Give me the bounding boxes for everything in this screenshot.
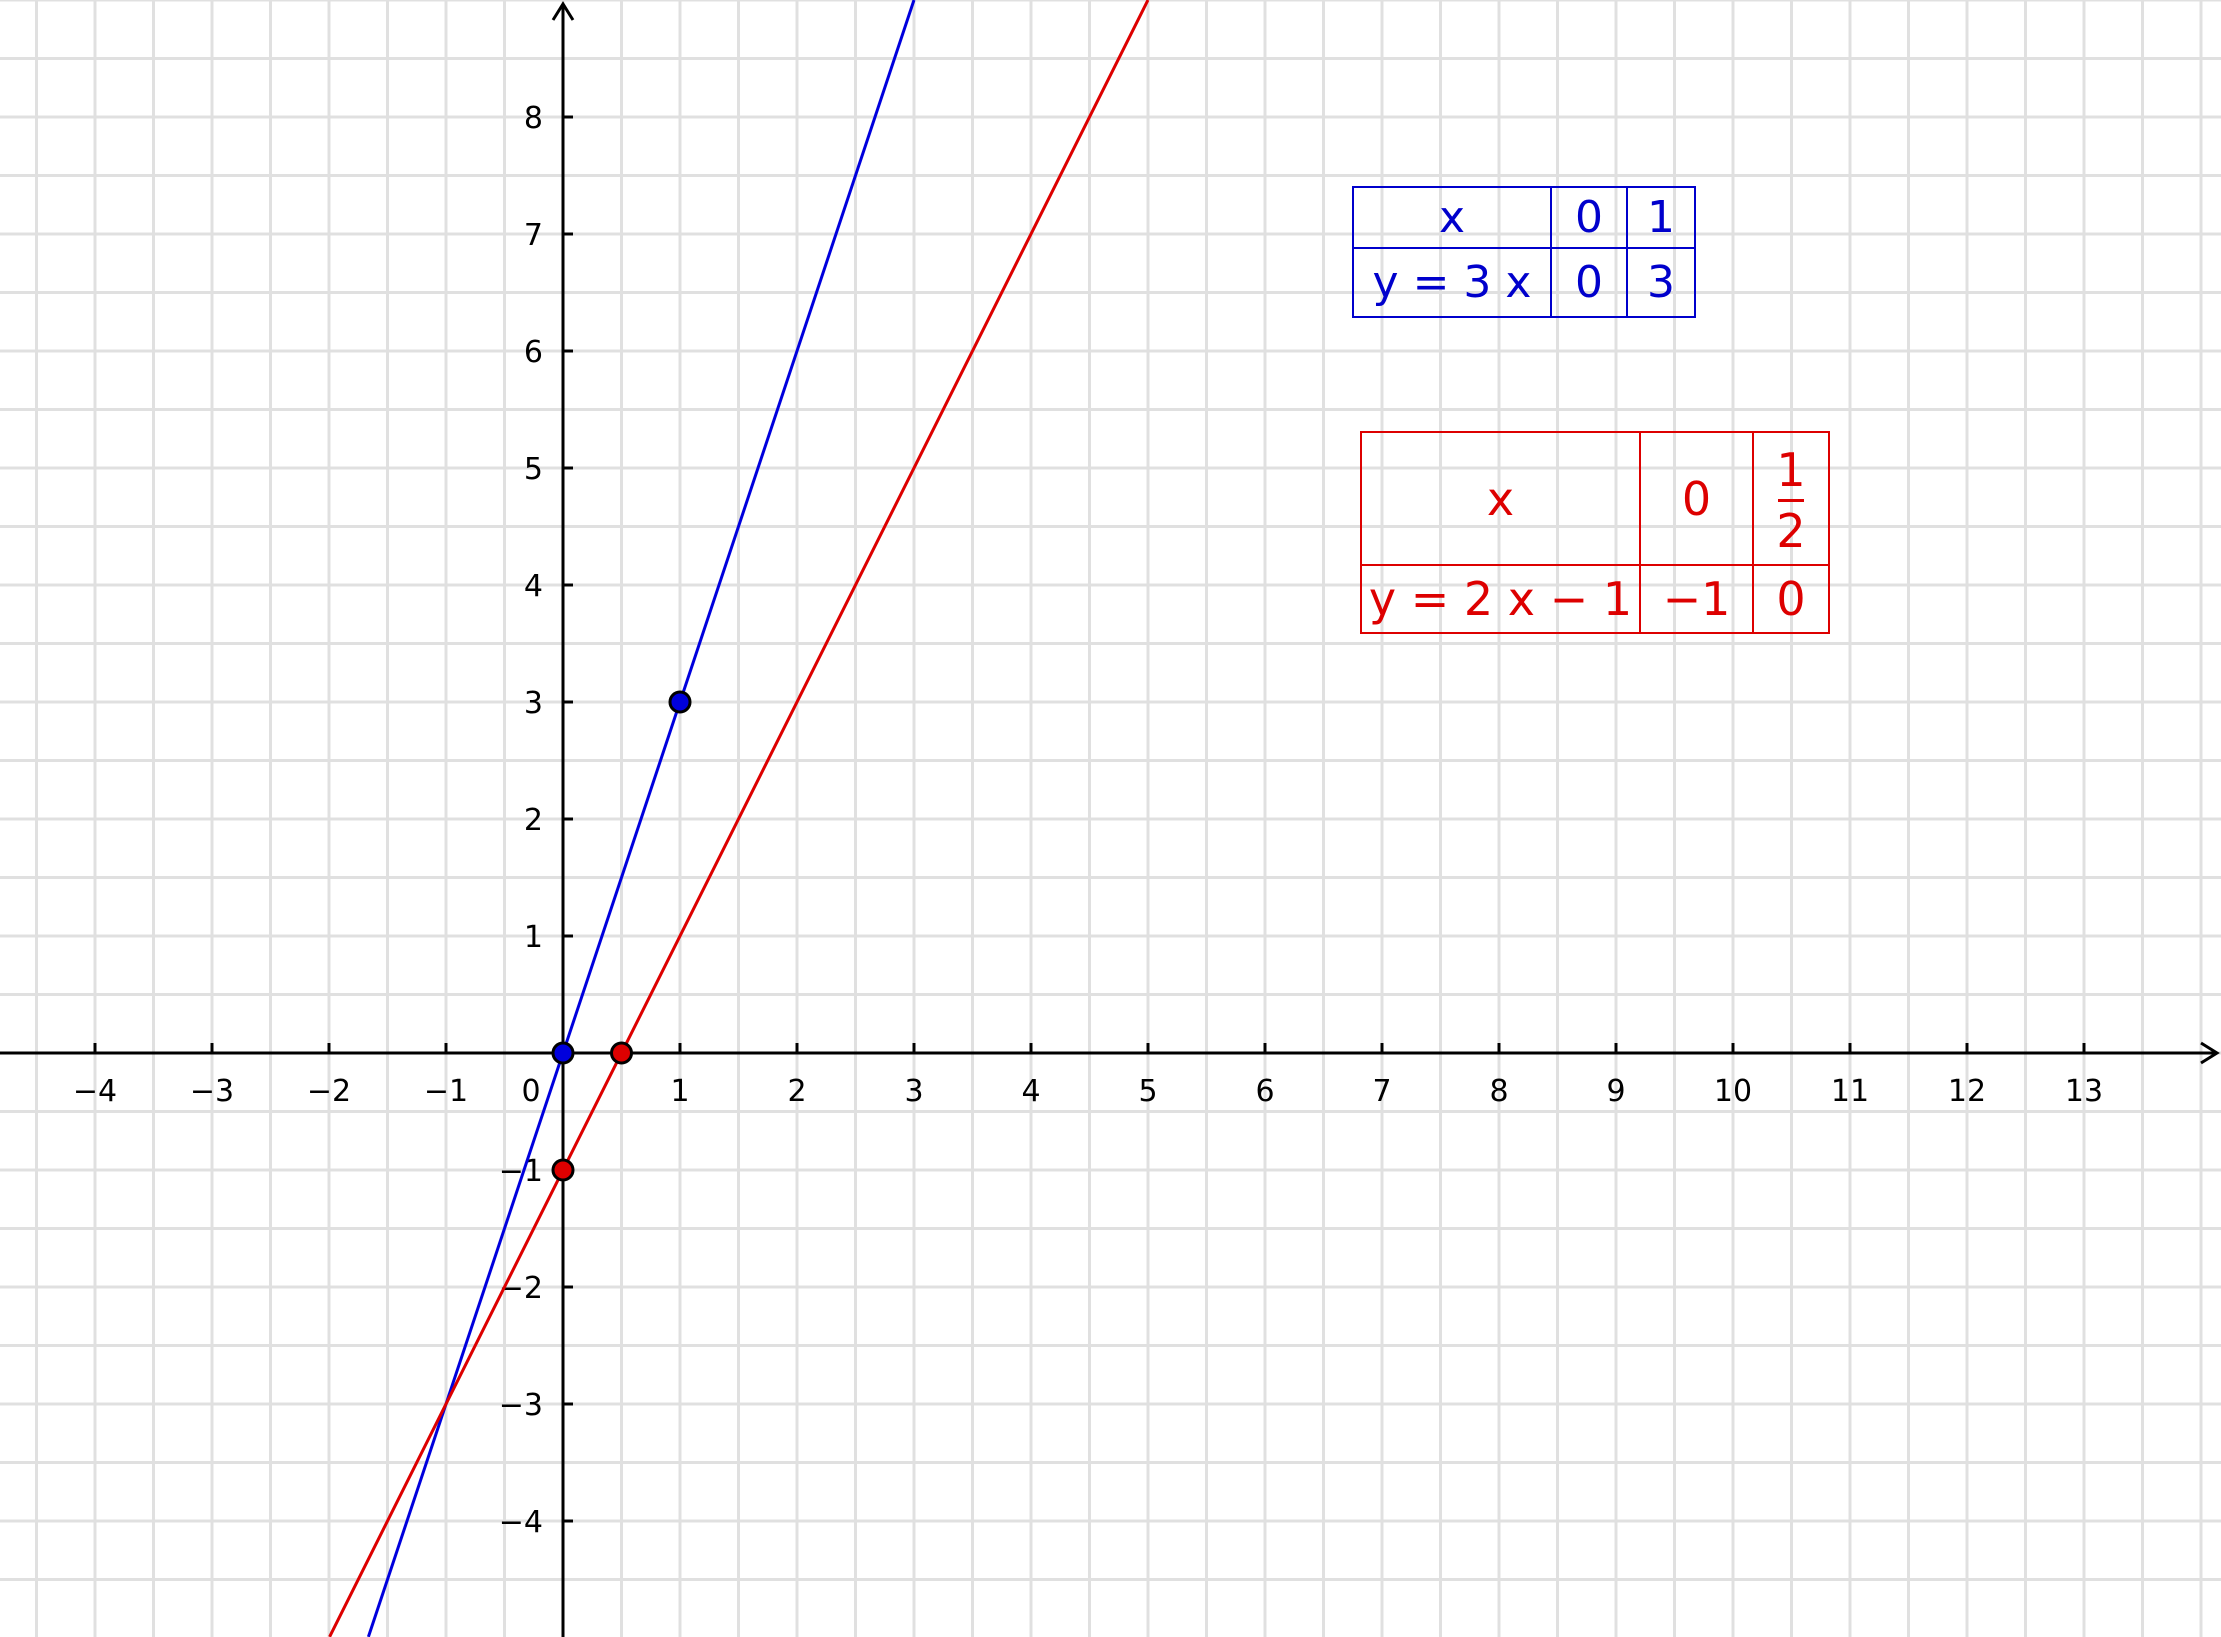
x-tick-label: 6 [1255, 1074, 1274, 1109]
y-tick-label: 7 [524, 218, 543, 253]
table-cell: x [1360, 431, 1641, 566]
x-tick-label: 7 [1372, 1074, 1391, 1109]
x-tick-label: 8 [1489, 1074, 1508, 1109]
x-tick-label: 9 [1606, 1074, 1625, 1109]
x-tick-label: −2 [307, 1074, 351, 1109]
function-line [366, 0, 916, 1637]
table-cell: 0 [1639, 431, 1754, 566]
x-tick-label: 5 [1138, 1074, 1157, 1109]
x-tick-label: −1 [424, 1074, 468, 1109]
table-cell: x [1352, 186, 1552, 249]
x-tick-label: 0 [521, 1074, 540, 1109]
x-tick-label: 2 [787, 1074, 806, 1109]
y-tick-label: −2 [499, 1271, 543, 1306]
x-tick-label: 1 [670, 1074, 689, 1109]
table-cell: 0 [1550, 186, 1628, 249]
value-table-blue: x 0 1 y = 3 x 0 3 [1352, 186, 1696, 318]
y-tick-label: 6 [524, 335, 543, 370]
y-tick-label: 3 [524, 686, 543, 721]
x-tick-label: 3 [904, 1074, 923, 1109]
fraction-denominator: 2 [1776, 504, 1806, 558]
x-tick-label: 11 [1831, 1074, 1869, 1109]
table-cell: 1 [1626, 186, 1696, 249]
table-cell: −1 [1639, 564, 1754, 634]
x-tick-label: −4 [73, 1074, 117, 1109]
x-axis-arrow [2200, 1041, 2220, 1065]
data-point [668, 690, 692, 714]
fraction-numerator: 1 [1776, 443, 1806, 497]
x-tick-label: −3 [190, 1074, 234, 1109]
data-point [551, 1158, 575, 1182]
y-axis-arrow [551, 1, 575, 21]
y-tick-label: 1 [524, 920, 543, 955]
y-tick-label: −3 [499, 1388, 543, 1423]
table-cell: y = 2 x − 1 [1360, 564, 1641, 634]
table-cell: y = 3 x [1352, 247, 1552, 318]
y-tick-label: 4 [524, 569, 543, 604]
function-line [328, 0, 1150, 1637]
x-tick-label: 13 [2065, 1074, 2103, 1109]
x-tick-label: 10 [1714, 1074, 1752, 1109]
x-tick-label: 4 [1021, 1074, 1040, 1109]
data-point [551, 1041, 575, 1065]
y-tick-label: 5 [524, 452, 543, 487]
x-tick-label: 12 [1948, 1074, 1986, 1109]
y-tick-label: 2 [524, 803, 543, 838]
data-point [610, 1041, 633, 1065]
y-tick-label: 8 [524, 101, 543, 136]
table-cell: 0 [1752, 564, 1830, 634]
table-cell: 3 [1626, 247, 1696, 318]
y-tick-label: −4 [499, 1505, 543, 1540]
table-cell: 0 [1550, 247, 1628, 318]
